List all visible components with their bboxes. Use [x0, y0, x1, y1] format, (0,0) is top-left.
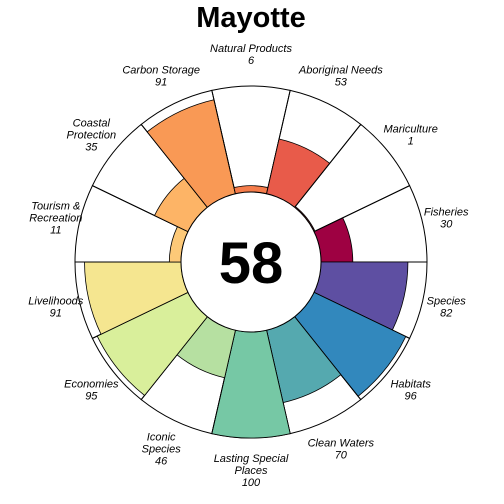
label-name-natural-products: Natural Products	[210, 43, 292, 55]
label-name-lasting-special-places: Lasting Special	[214, 453, 289, 465]
label-name-tourism-recreation: Tourism &	[31, 200, 80, 212]
label-aboriginal-needs: Aboriginal Needs 53	[298, 64, 383, 88]
label-livelihoods: Livelihoods 91	[28, 296, 84, 320]
label-natural-products: Natural Products 6	[210, 43, 292, 67]
label-value-aboriginal-needs: 53	[335, 76, 348, 88]
label-name-livelihoods: Livelihoods	[28, 296, 84, 308]
label-value-clean-waters: 70	[335, 450, 348, 462]
label-value-natural-products: 6	[248, 55, 255, 67]
label-fisheries: Fisheries 30	[424, 206, 469, 230]
label-tourism-recreation: Tourism & Recreation 11	[29, 200, 82, 236]
chart-title: Mayotte	[196, 2, 306, 34]
label-habitats: Habitats 96	[390, 378, 431, 402]
label-value-iconic-species: 46	[155, 456, 168, 468]
label-name-mariculture: Mariculture	[383, 124, 437, 136]
label-species: Species 82	[427, 296, 467, 320]
label-value-carbon-storage: 91	[155, 76, 167, 88]
label-value-mariculture: 1	[408, 136, 414, 148]
petals-group	[74, 85, 428, 439]
label-mariculture: Mariculture 1	[383, 124, 437, 148]
label-name-coastal-protection: Protection	[67, 130, 117, 142]
center-score: 58	[219, 231, 284, 296]
label-name-iconic-species: Iconic	[147, 432, 176, 444]
label-value-fisheries: 30	[440, 218, 453, 230]
center-hole	[180, 191, 322, 333]
label-value-species: 82	[440, 308, 452, 320]
label-value-tourism-recreation: 11	[50, 224, 61, 236]
label-name-carbon-storage: Carbon Storage	[122, 64, 200, 76]
label-name-coastal-protection: Coastal	[73, 118, 111, 130]
label-value-livelihoods: 91	[50, 308, 62, 320]
label-name-species: Species	[427, 296, 467, 308]
label-name-iconic-species: Species	[142, 444, 182, 456]
label-clean-waters: Clean Waters 70	[308, 438, 375, 462]
label-name-clean-waters: Clean Waters	[308, 438, 375, 450]
label-coastal-protection: Coastal Protection 35	[67, 118, 117, 154]
label-name-lasting-special-places: Places	[234, 465, 268, 477]
label-value-habitats: 96	[405, 390, 418, 402]
label-name-habitats: Habitats	[390, 378, 431, 390]
label-name-aboriginal-needs: Aboriginal Needs	[298, 64, 383, 76]
label-carbon-storage: Carbon Storage 91	[122, 64, 200, 88]
label-value-lasting-special-places: 100	[242, 477, 261, 489]
label-value-coastal-protection: 35	[85, 142, 98, 154]
label-name-tourism-recreation: Recreation	[29, 212, 82, 224]
label-name-fisheries: Fisheries	[424, 206, 469, 218]
label-iconic-species: Iconic Species 46	[142, 432, 182, 468]
label-name-economies: Economies	[64, 378, 119, 390]
label-value-economies: 95	[85, 390, 98, 402]
label-lasting-special-places: Lasting Special Places 100	[214, 453, 289, 489]
label-economies: Economies 95	[64, 378, 119, 402]
